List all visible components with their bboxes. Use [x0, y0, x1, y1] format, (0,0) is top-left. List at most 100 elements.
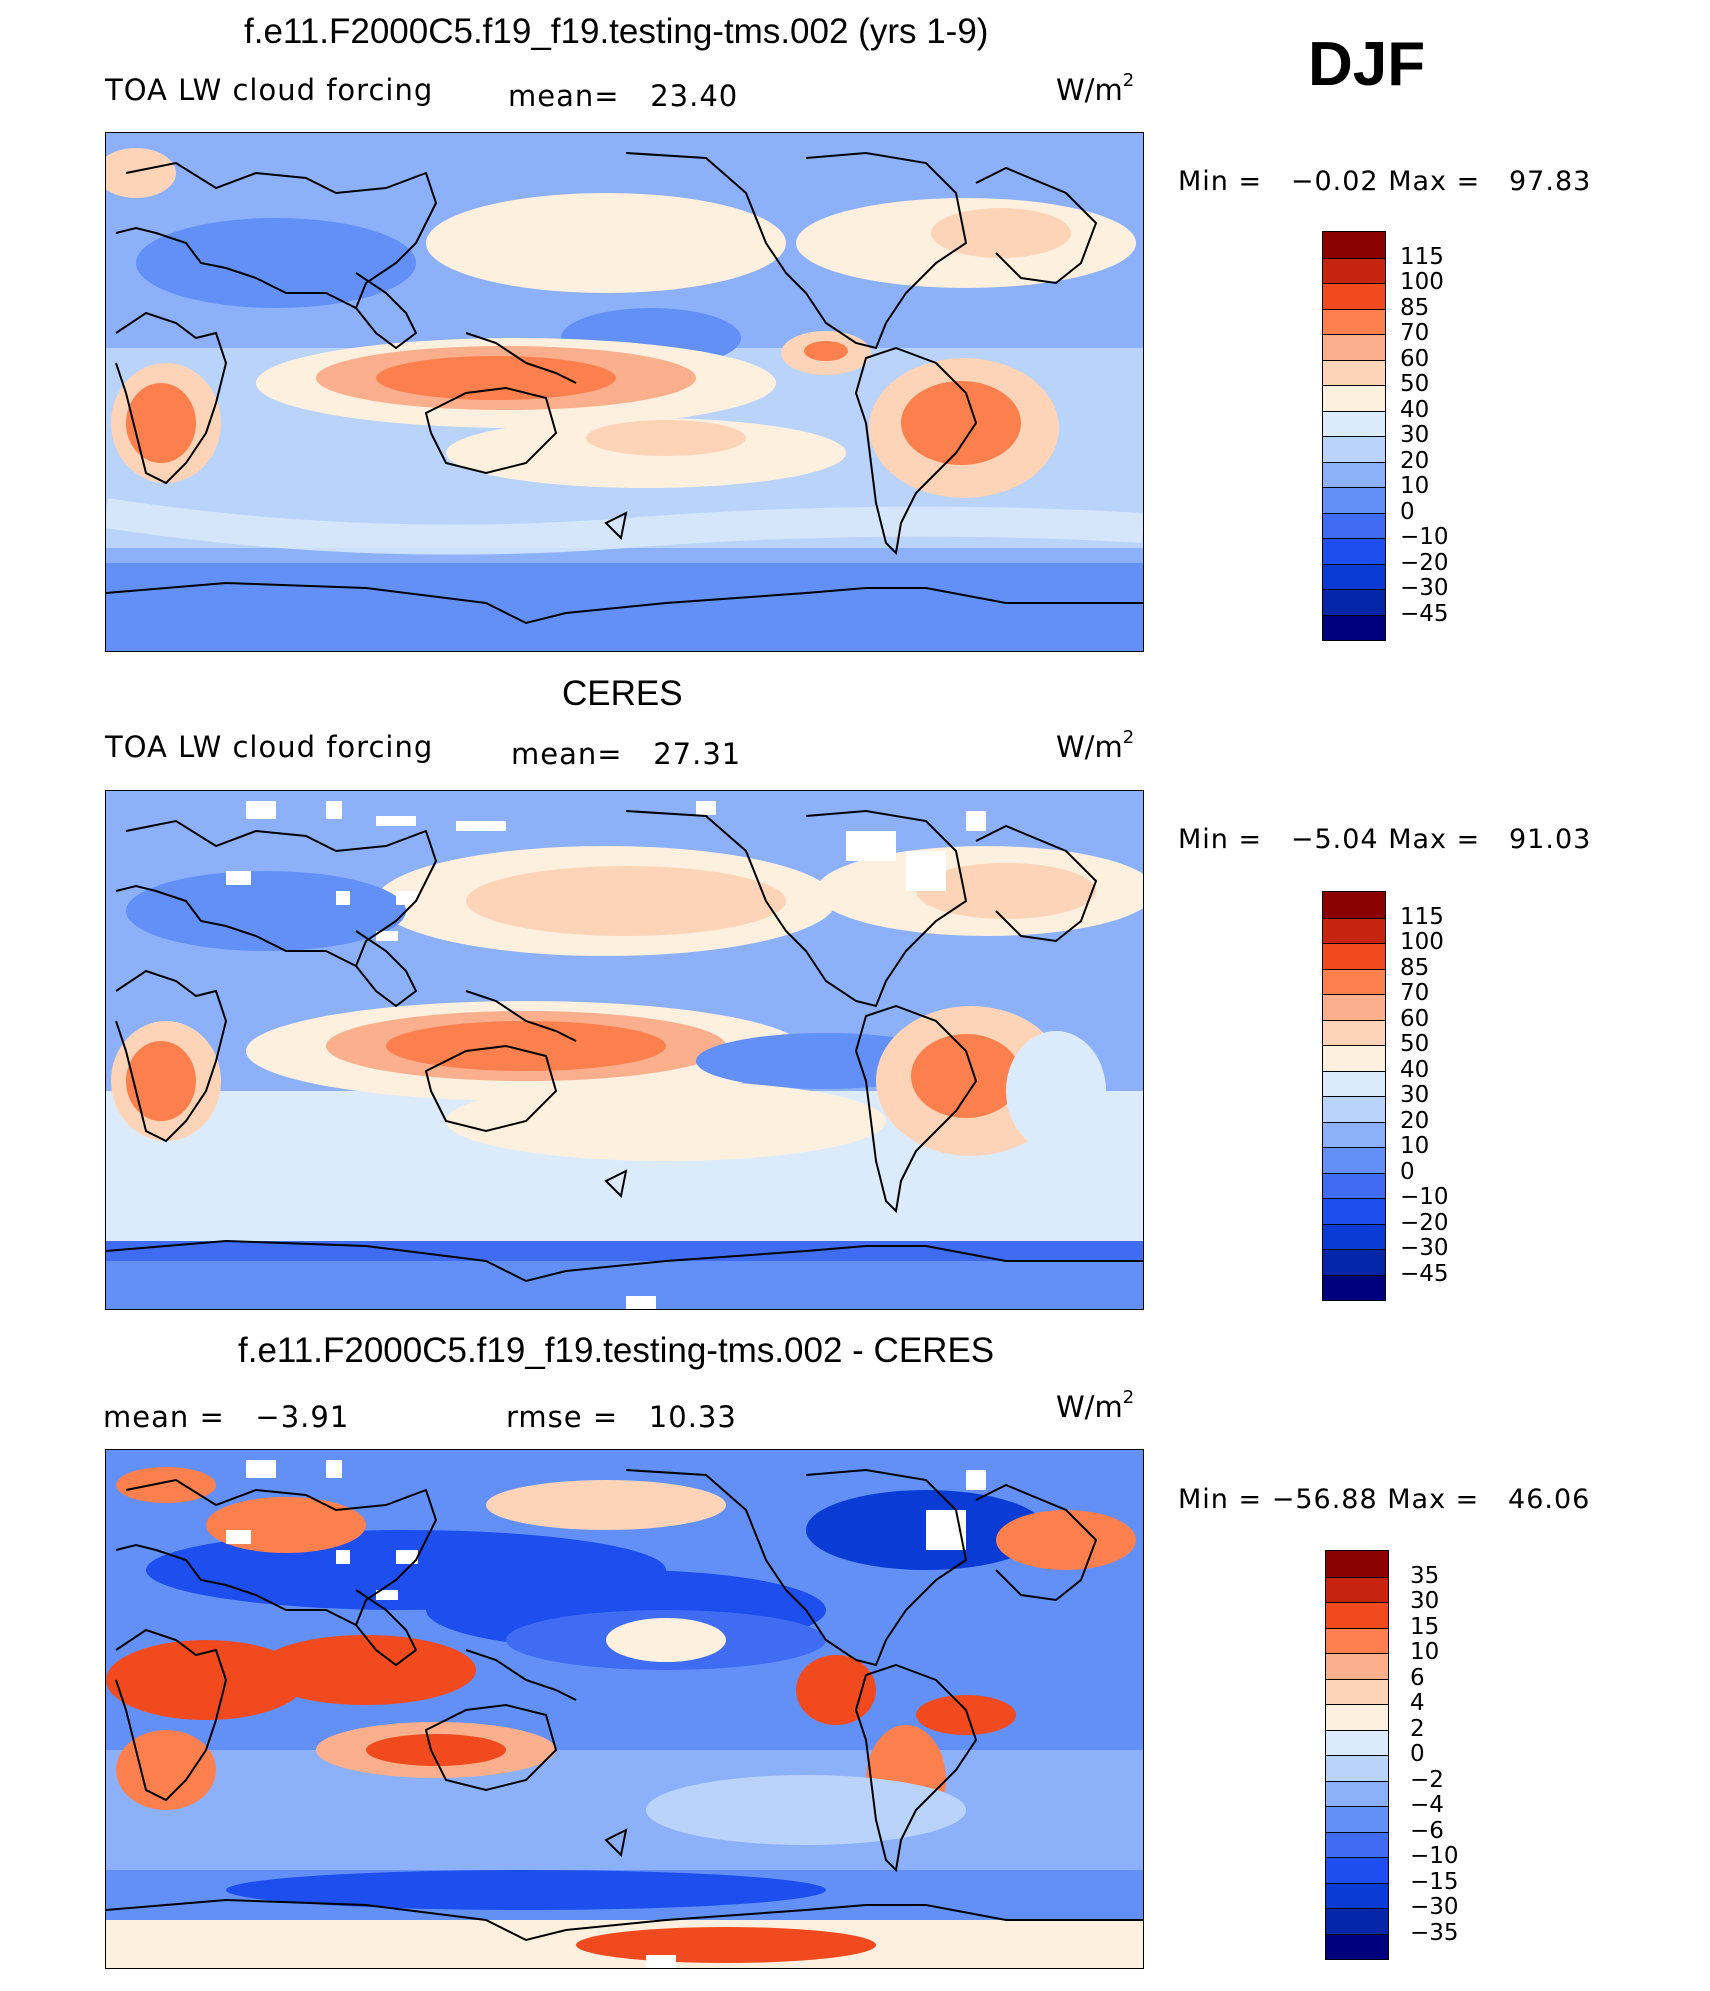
- panel3-min-label: Min =: [1178, 1484, 1263, 1515]
- colorbar-swatch: [1323, 1096, 1385, 1122]
- colorbar-swatch: [1326, 1729, 1388, 1755]
- colorbar-tick-label: −45: [1400, 1260, 1449, 1287]
- colorbar-swatch: [1323, 334, 1385, 360]
- colorbar-tick-label: 50: [1400, 1031, 1430, 1057]
- colorbar-swatch: [1326, 1678, 1388, 1704]
- panel1-minmax: Min = −0.02 Max = 97.83: [1178, 168, 1591, 195]
- colorbar-swatch: [1323, 232, 1385, 258]
- panel2-mean-label: mean= 27.31: [511, 740, 741, 769]
- colorbar-swatch: [1323, 359, 1385, 385]
- colorbar-swatch: [1326, 1806, 1388, 1832]
- colorbar-tick-label: 40: [1400, 396, 1430, 423]
- colorbar-swatch: [1323, 589, 1385, 615]
- colorbar-swatch: [1323, 283, 1385, 309]
- panel2-title: CERES: [562, 674, 683, 713]
- colorbar-tick-label: 30: [1400, 1082, 1430, 1108]
- panel2-variable-label: TOA LW cloud forcing: [105, 730, 434, 764]
- colorbar-tick-label: −30: [1400, 1235, 1449, 1261]
- colorbar-swatch: [1326, 1627, 1388, 1653]
- panel2-minmax: Min = −5.04 Max = 91.03: [1178, 826, 1591, 853]
- panel3-rmse-value: 10.33: [648, 1400, 737, 1434]
- colorbar-tick-label: 70: [1400, 980, 1430, 1006]
- panel3-map-svg: [106, 1450, 1143, 1968]
- colorbar-tick-label: −15: [1410, 1868, 1459, 1895]
- colorbar-tick-label: −20: [1400, 549, 1449, 576]
- colorbar-tick-label: 4: [1410, 1690, 1425, 1716]
- colorbar-tick-label: 6: [1410, 1664, 1425, 1691]
- panel1-title: f.e11.F2000C5.f19_f19.testing-tms.002 (y…: [244, 12, 989, 51]
- panel1-max-value: 97.83: [1509, 166, 1592, 197]
- colorbar-tick-label: −10: [1400, 524, 1449, 550]
- colorbar-tick-label: 50: [1400, 371, 1430, 397]
- panel3-units: W/m2: [1056, 1389, 1134, 1422]
- panel3-mean-label: mean = −3.91: [103, 1403, 349, 1432]
- panel1-mean-value: 23.40: [650, 79, 739, 113]
- panel2-min-label: Min =: [1178, 824, 1263, 855]
- panel1-units-exp: 2: [1122, 70, 1135, 91]
- panel3-rmse-label-text: rmse =: [506, 1400, 619, 1434]
- colorbar-swatch: [1323, 917, 1385, 943]
- colorbar-swatch: [1323, 1147, 1385, 1173]
- colorbar-swatch: [1326, 1831, 1388, 1857]
- colorbar-tick-label: 10: [1410, 1639, 1440, 1665]
- panel2-max-label: Max =: [1388, 824, 1481, 855]
- colorbar-tick-label: 20: [1400, 447, 1430, 474]
- colorbar-swatch: [1323, 1198, 1385, 1224]
- colorbar-swatch: [1323, 538, 1385, 564]
- colorbar-tick-label: −10: [1410, 1843, 1459, 1869]
- colorbar-swatch: [1326, 1933, 1388, 1959]
- colorbar-tick-label: −10: [1400, 1184, 1449, 1210]
- colorbar-swatch: [1326, 1882, 1388, 1908]
- colorbar-swatch: [1323, 1249, 1385, 1275]
- colorbar-swatch: [1323, 1223, 1385, 1249]
- panel1-min-value: −0.02: [1290, 166, 1379, 197]
- panel1-min-label: Min =: [1178, 166, 1263, 197]
- colorbar-swatch: [1323, 436, 1385, 462]
- colorbar-tick-label: −30: [1400, 575, 1449, 601]
- panel2-mean-value: 27.31: [653, 737, 742, 771]
- colorbar-swatch: [1326, 1755, 1388, 1781]
- colorbar-swatch: [1323, 1019, 1385, 1045]
- colorbar-swatch: [1326, 1780, 1388, 1806]
- panel2-colorbar: [1322, 891, 1386, 1301]
- panel3-map: [105, 1449, 1144, 1969]
- colorbar-swatch: [1323, 1274, 1385, 1300]
- colorbar-tick-label: 70: [1400, 320, 1430, 346]
- panel1-variable-label: TOA LW cloud forcing: [105, 73, 434, 107]
- panel3-max-label: Max =: [1387, 1484, 1480, 1515]
- panel2-max-value: 91.03: [1509, 824, 1592, 855]
- colorbar-tick-label: 15: [1410, 1613, 1440, 1640]
- colorbar-swatch: [1323, 257, 1385, 283]
- colorbar-swatch: [1323, 1070, 1385, 1096]
- panel3-title: f.e11.F2000C5.f19_f19.testing-tms.002 - …: [238, 1331, 995, 1370]
- colorbar-tick-label: −35: [1410, 1919, 1459, 1946]
- panel1-colorbar: [1322, 231, 1386, 641]
- colorbar-tick-label: 100: [1400, 269, 1444, 295]
- colorbar-tick-label: 30: [1400, 422, 1430, 448]
- panel3-min-value: −56.88: [1271, 1484, 1378, 1515]
- colorbar-tick-label: 30: [1410, 1588, 1440, 1614]
- colorbar-tick-label: 60: [1400, 345, 1430, 372]
- panel2-units-exp: 2: [1122, 727, 1135, 748]
- colorbar-tick-label: 115: [1400, 243, 1444, 270]
- colorbar-tick-label: −20: [1400, 1209, 1449, 1236]
- colorbar-tick-label: 10: [1400, 1133, 1430, 1159]
- colorbar-swatch: [1323, 487, 1385, 513]
- colorbar-tick-label: 0: [1400, 498, 1415, 525]
- colorbar-tick-label: −6: [1410, 1817, 1444, 1844]
- colorbar-tick-label: 85: [1400, 294, 1430, 321]
- colorbar-swatch: [1323, 1172, 1385, 1198]
- panel2-min-value: −5.04: [1290, 824, 1379, 855]
- colorbar-tick-label: 40: [1400, 1056, 1430, 1083]
- colorbar-tick-label: −4: [1410, 1792, 1444, 1818]
- colorbar-swatch: [1323, 943, 1385, 969]
- colorbar-tick-label: −45: [1400, 600, 1449, 627]
- panel1-max-label: Max =: [1388, 166, 1481, 197]
- panel2-mean-label-text: mean=: [511, 737, 623, 771]
- season-label: DJF: [1308, 30, 1426, 99]
- colorbar-swatch: [1326, 1908, 1388, 1934]
- colorbar-swatch: [1323, 563, 1385, 589]
- colorbar-swatch: [1323, 308, 1385, 334]
- colorbar-tick-label: 2: [1410, 1715, 1425, 1742]
- colorbar-swatch: [1323, 385, 1385, 411]
